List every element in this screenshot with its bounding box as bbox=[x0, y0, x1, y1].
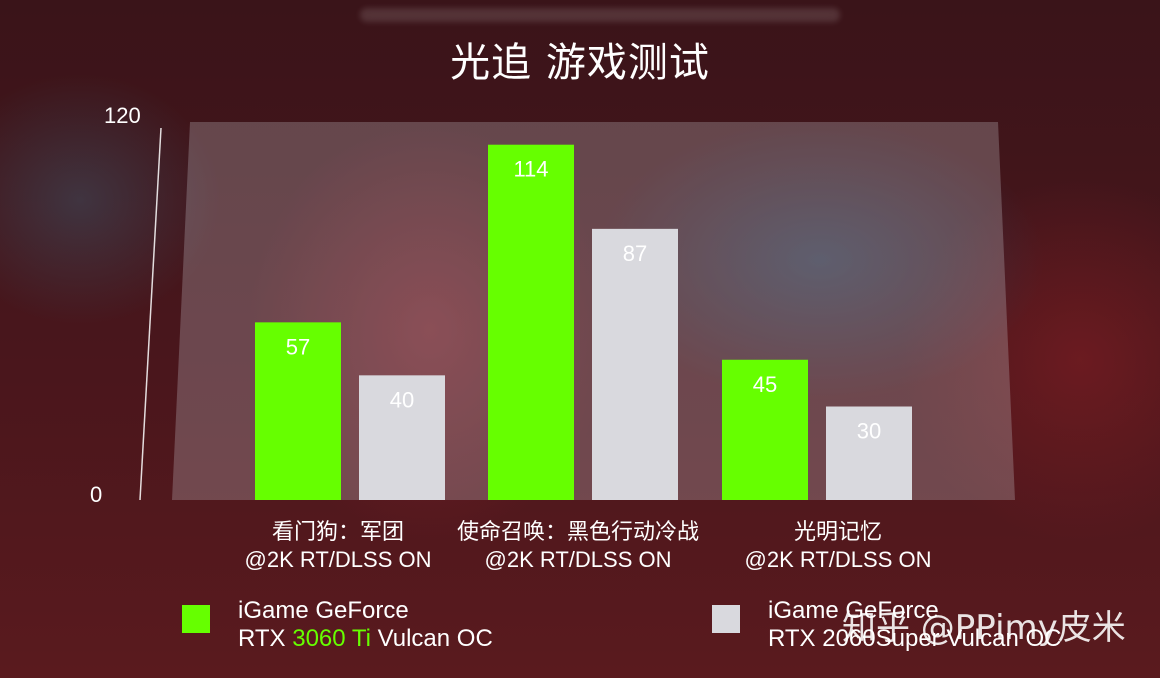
bar-series-3060ti-0 bbox=[255, 322, 341, 500]
category-label-bright-memory: 光明记忆 @2K RT/DLSS ON bbox=[744, 519, 932, 572]
y-tick-label-120: 120 bbox=[104, 103, 141, 128]
category-label-cod-cold-war: 使命召唤：黑色行动冷战 @2K RT/DLSS ON bbox=[456, 519, 699, 572]
top-watermark-blur bbox=[360, 8, 840, 22]
legend-line2: RTX 2060Super Vulcan OC bbox=[768, 625, 1062, 652]
legend-swatch-green bbox=[182, 605, 210, 633]
data-label-series-2060super-0: 40 bbox=[390, 387, 414, 412]
legend-line1: iGame GeForce bbox=[238, 597, 409, 624]
bar-series-3060ti-1 bbox=[488, 144, 574, 500]
y-tick-label-0: 0 bbox=[90, 482, 102, 507]
data-label-series-3060ti-0: 57 bbox=[286, 334, 310, 359]
bar-series-2060super-2 bbox=[826, 406, 912, 500]
legend-line2: RTX 3060 Ti Vulcan OC bbox=[238, 625, 493, 652]
data-label-series-3060ti-2: 45 bbox=[753, 372, 777, 397]
bar-series-3060ti-2 bbox=[722, 359, 808, 500]
category-label-watch-dogs: 看门狗：军团 @2K RT/DLSS ON bbox=[244, 519, 432, 572]
bar-series-2060super-0 bbox=[359, 375, 445, 500]
data-label-series-2060super-2: 30 bbox=[857, 419, 881, 444]
legend-swatch-gray bbox=[712, 605, 740, 633]
zhihu-watermark: 知乎 @PPimy皮米 bbox=[842, 608, 1126, 648]
data-label-series-2060super-1: 87 bbox=[623, 241, 647, 266]
chart-title: 光追 游戏测试 bbox=[450, 40, 710, 86]
data-label-series-3060ti-1: 114 bbox=[513, 157, 548, 182]
legend-line1: iGame GeForce bbox=[768, 597, 939, 624]
bar-series-2060super-1 bbox=[592, 228, 678, 500]
y-axis-line bbox=[139, 127, 162, 501]
